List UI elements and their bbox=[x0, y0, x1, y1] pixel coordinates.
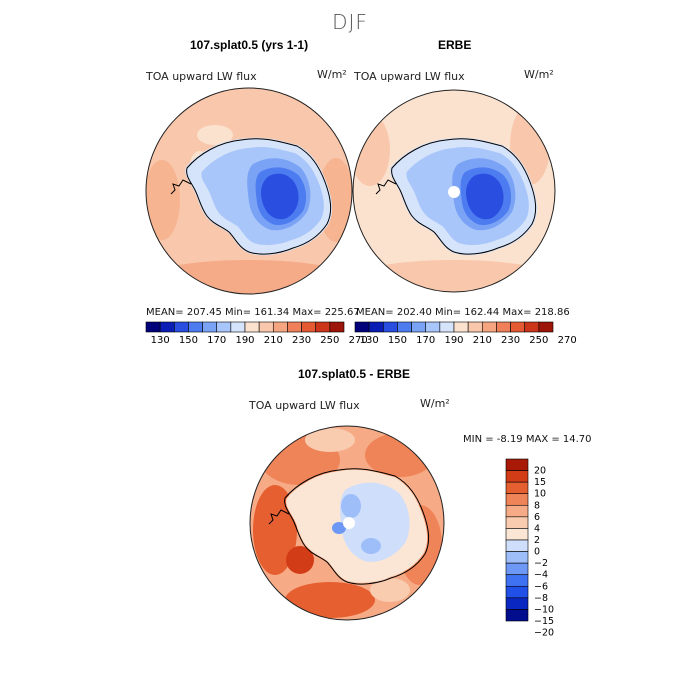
colorbar-diff-tick-label: −8 bbox=[534, 593, 548, 604]
colorbar-2-tick-label: 170 bbox=[416, 335, 435, 346]
colorbar-2-swatch bbox=[425, 321, 441, 333]
figure-title: DJF bbox=[332, 10, 368, 34]
colorbar-diff-swatch bbox=[505, 609, 529, 622]
panel-3-variable: TOA upward LW flux bbox=[249, 399, 360, 412]
colorbar-1-tick-label: 150 bbox=[179, 335, 198, 346]
colorbar-diff-tick-label: 20 bbox=[534, 466, 546, 477]
colorbar-1-swatch bbox=[258, 321, 274, 333]
colorbar-2-swatch bbox=[467, 321, 483, 333]
colorbar-1-swatch bbox=[230, 321, 246, 333]
colorbar-1-swatch bbox=[159, 321, 175, 333]
colorbar-2-swatch bbox=[481, 321, 497, 333]
colorbar-diff-swatch bbox=[505, 470, 529, 483]
colorbar-diff-tick-label: −2 bbox=[534, 558, 548, 569]
colorbar-2-swatch bbox=[354, 321, 370, 333]
colorbar-diff-tick-label: 0 bbox=[534, 547, 540, 558]
colorbar-1-swatch bbox=[315, 321, 331, 333]
colorbar-2-swatch bbox=[524, 321, 540, 333]
colorbar-2-tick-label: 190 bbox=[444, 335, 463, 346]
colorbar-2-swatch bbox=[382, 321, 398, 333]
map-panel-2-border bbox=[352, 89, 556, 293]
colorbar-diff-tick-label: −15 bbox=[534, 616, 554, 627]
map-panel-3-border bbox=[249, 425, 445, 621]
panel-1-title: 107.splat0.5 (yrs 1-1) bbox=[190, 38, 309, 52]
panel-1-stats: MEAN= 207.45 Min= 161.34 Max= 225.67 bbox=[146, 307, 360, 318]
colorbar-2-tick-label: 250 bbox=[529, 335, 548, 346]
colorbar-diff-tick-label: 2 bbox=[534, 535, 540, 546]
colorbar-1-tick-label: 130 bbox=[151, 335, 170, 346]
colorbar-1-swatch bbox=[145, 321, 161, 333]
map-panel-3-missing-pole bbox=[343, 517, 355, 529]
colorbar-2-tick-label: 130 bbox=[360, 335, 379, 346]
colorbar-1-tick-label: 170 bbox=[207, 335, 226, 346]
panel-2-title: ERBE bbox=[438, 38, 472, 52]
colorbar-diff-swatch bbox=[505, 458, 529, 471]
colorbar-1-swatch bbox=[216, 321, 232, 333]
colorbar-2-tick-label: 270 bbox=[558, 335, 577, 346]
colorbar-1-tick-label: 250 bbox=[320, 335, 339, 346]
panel-3-title: 107.splat0.5 - ERBE bbox=[298, 367, 411, 381]
colorbar-1-swatch bbox=[301, 321, 317, 333]
colorbar-diff-swatch bbox=[505, 481, 529, 495]
map-panel-3 bbox=[249, 425, 445, 621]
colorbar-1-swatch bbox=[244, 321, 260, 333]
colorbar-1-tick-label: 190 bbox=[235, 335, 254, 346]
colorbar-1-swatch bbox=[272, 321, 288, 333]
colorbar-diff-tick-label: 8 bbox=[534, 500, 540, 511]
colorbar-1-tick-label: 210 bbox=[264, 335, 283, 346]
panel-3-stats: MIN = -8.19 MAX = 14.70 bbox=[463, 434, 592, 445]
colorbar-diff-swatch bbox=[505, 551, 529, 564]
colorbar-2-swatch bbox=[439, 321, 455, 333]
colorbar-1-swatch bbox=[329, 321, 345, 333]
colorbar-diff-swatch bbox=[505, 539, 529, 552]
colorbar-2-swatch bbox=[510, 321, 526, 333]
colorbar-2-swatch bbox=[496, 321, 511, 333]
colorbar-diff-swatch bbox=[505, 528, 529, 541]
colorbar-panel-2: 130 150 170 190 210 230 250 270 bbox=[354, 321, 577, 346]
panel-1-variable: TOA upward LW flux bbox=[146, 70, 257, 83]
colorbar-diff-swatch bbox=[505, 597, 529, 610]
colorbar-diff-swatch bbox=[505, 504, 529, 518]
panel-2-variable: TOA upward LW flux bbox=[354, 70, 465, 83]
colorbar-2-swatch bbox=[411, 321, 427, 333]
colorbar-2-tick-label: 150 bbox=[388, 335, 407, 346]
colorbar-2-swatch bbox=[368, 321, 384, 333]
panel-1-units: W/m² bbox=[317, 68, 347, 81]
colorbar-2-tick-label: 210 bbox=[473, 335, 492, 346]
colorbar-diff-swatch bbox=[505, 562, 529, 576]
colorbar-diff-tick-label: 6 bbox=[534, 512, 540, 523]
colorbar-1-swatch bbox=[287, 321, 302, 333]
colorbar-1-tick-label: 230 bbox=[292, 335, 311, 346]
colorbar-1-swatch bbox=[202, 321, 218, 333]
colorbar-2-swatch bbox=[538, 321, 554, 333]
panel-2-stats: MEAN= 202.40 Min= 162.44 Max= 218.86 bbox=[356, 307, 570, 318]
colorbar-2-swatch bbox=[453, 321, 469, 333]
map-panel-1 bbox=[145, 87, 353, 295]
colorbar-diff-swatch bbox=[505, 493, 529, 506]
colorbar-panel-1: 130 150 170 190 210 230 250 270 bbox=[145, 321, 368, 346]
colorbar-diff-tick-label: −20 bbox=[534, 628, 554, 639]
colorbar-1-swatch bbox=[188, 321, 203, 333]
colorbar-1-swatch bbox=[173, 321, 189, 333]
map-panel-1-border bbox=[145, 87, 353, 295]
colorbar-diff-tick-label: −10 bbox=[534, 604, 554, 615]
colorbar-2-tick-label: 230 bbox=[501, 335, 520, 346]
colorbar-diff-tick-label: 4 bbox=[534, 523, 540, 534]
colorbar-diff-swatch bbox=[505, 516, 529, 529]
panel-2-units: W/m² bbox=[524, 68, 554, 81]
panel-3-units: W/m² bbox=[420, 397, 450, 410]
map-panel-2 bbox=[352, 89, 556, 293]
colorbar-diff-swatch bbox=[505, 574, 529, 587]
colorbar-diff-swatch bbox=[505, 585, 529, 599]
colorbar-1-tick-label: 270 bbox=[349, 335, 368, 346]
colorbar-diff-tick-label: −4 bbox=[534, 570, 548, 581]
colorbar-diff-tick-label: 15 bbox=[534, 477, 546, 488]
colorbar-diff-tick-label: −6 bbox=[534, 581, 548, 592]
map-panel-2-missing-pole bbox=[448, 186, 460, 198]
colorbar-diff-tick-label: 10 bbox=[534, 489, 546, 500]
colorbar-2-swatch bbox=[397, 321, 412, 333]
